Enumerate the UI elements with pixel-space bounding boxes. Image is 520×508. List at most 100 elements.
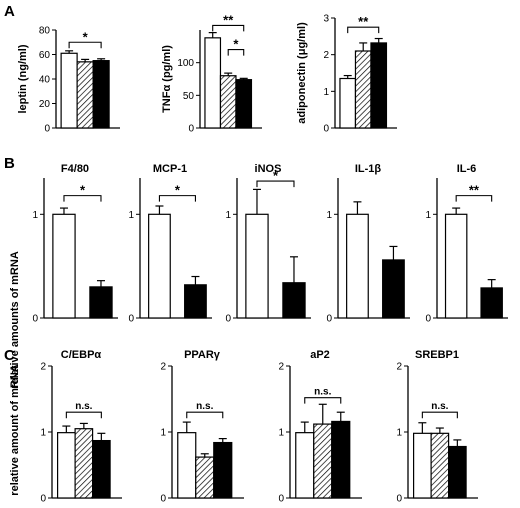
bar-1	[282, 282, 306, 319]
chart-title: iNOS	[255, 163, 282, 175]
y-tick-label: 1	[32, 210, 38, 221]
sig-bracket-0	[212, 24, 245, 32]
y-tick-label: 0	[326, 314, 332, 325]
chart-p1-c0: 0 1 F4/80 *	[32, 163, 118, 325]
bar-2	[448, 445, 467, 499]
y-tick-label: 1	[40, 428, 46, 439]
y-tick-label: 50	[183, 91, 195, 102]
y-tick-label: 1	[225, 210, 231, 221]
sig-bracket-0	[455, 195, 493, 202]
panel-c-label: C	[4, 347, 15, 364]
bar-1	[354, 50, 372, 129]
bar-1	[313, 423, 333, 499]
y-tick-label: 1	[160, 428, 166, 439]
sig-label-0: **	[469, 183, 480, 198]
bar-2	[331, 420, 351, 499]
sig-label-0: n.s.	[196, 401, 213, 412]
bar-0	[339, 77, 357, 129]
chart-p1-c3: 0 1 IL-1β	[326, 163, 410, 325]
chart-title: IL-6	[457, 163, 477, 175]
panel-b-label: B	[4, 155, 15, 172]
sig-bracket-0	[68, 41, 102, 49]
bar-2	[91, 439, 111, 499]
chart-title: PPARγ	[184, 349, 221, 361]
bar-2	[213, 441, 233, 499]
y-tick-label: 3	[323, 14, 329, 25]
y-axis-label: adiponectin (μg/ml)	[296, 22, 308, 124]
y-tick-label: 2	[40, 362, 46, 373]
y-tick-label: 0	[188, 124, 194, 135]
y-tick-label: 0	[44, 124, 50, 135]
sig-label-0: *	[80, 183, 86, 198]
y-tick-label: 2	[323, 50, 329, 61]
sig-bracket-0	[63, 195, 102, 202]
y-tick-label: 0	[32, 314, 38, 325]
chart-title: IL-1β	[355, 163, 382, 175]
bar-0	[413, 432, 432, 499]
bar-0	[177, 432, 197, 499]
chart-p2-c0: 0 1 2 C/EBPα n.s.	[40, 349, 122, 505]
bar-0	[204, 37, 222, 129]
bar-2	[370, 42, 388, 129]
y-tick-label: 80	[39, 26, 51, 37]
chart-p2-c1: 0 1 2 PPARγ n.s.	[160, 349, 244, 505]
sig-label-0: n.s.	[431, 401, 448, 412]
y-tick-label: 0	[225, 314, 231, 325]
bar-0	[245, 213, 269, 319]
bar-1	[76, 61, 94, 129]
y-tick-label: 1	[396, 428, 402, 439]
y-tick-label: 20	[39, 99, 51, 110]
sig-bracket-0	[304, 397, 342, 404]
y-tick-label: 1	[323, 87, 329, 98]
y-tick-label: 100	[177, 58, 194, 69]
chart-p0-c2: 0 1 2 3 adiponectin (μg/ml) **	[296, 14, 397, 135]
chart-p2-c3: 0 1 2 SREBP1 n.s.	[396, 349, 478, 505]
y-tick-label: 40	[39, 75, 51, 86]
y-axis-label: leptin (ng/ml)	[17, 44, 29, 113]
y-axis-label: TNFα (pg/ml)	[161, 45, 173, 113]
sig-bracket-0	[186, 411, 224, 419]
sig-bracket-0	[256, 180, 295, 188]
y-tick-label: 0	[128, 314, 134, 325]
bar-0	[56, 432, 76, 499]
bar-1	[74, 428, 94, 499]
bar-1	[219, 75, 237, 129]
chart-title: F4/80	[61, 163, 89, 175]
bar-0	[346, 213, 369, 319]
y-tick-label: 1	[128, 210, 134, 221]
chart-p1-c4: 0 1 IL-6 **	[425, 163, 508, 325]
sig-bracket-0	[65, 411, 102, 419]
sig-label-0: **	[223, 12, 234, 27]
y-tick-label: 1	[326, 210, 332, 221]
y-tick-label: 1	[425, 210, 431, 221]
bar-0	[60, 52, 78, 129]
panel-a-label: A	[4, 3, 15, 20]
bar-1	[430, 432, 450, 499]
bar-1	[184, 284, 207, 319]
bar-1	[89, 286, 113, 319]
y-tick-label: 1	[278, 428, 284, 439]
chart-title: SREBP1	[415, 349, 459, 361]
panel-c-ylabel: relative amount of mRNA	[9, 364, 21, 495]
chart-p0-c0: 0 20 40 60 80 leptin (ng/ml) *	[17, 26, 120, 135]
chart-title: C/EBPα	[61, 349, 102, 361]
chart-p1-c2: 0 1 iNOS*	[225, 163, 311, 325]
chart-title: aP2	[310, 349, 330, 361]
sig-bracket-1	[227, 49, 245, 56]
sig-label-0: **	[358, 14, 369, 29]
sig-label-0: *	[83, 29, 89, 44]
bar-2	[235, 79, 253, 129]
y-tick-label: 0	[40, 494, 46, 505]
bar-0	[148, 213, 171, 319]
bar-0	[52, 213, 76, 319]
y-tick-label: 0	[396, 494, 402, 505]
sig-label-0: *	[175, 183, 181, 198]
sig-label-0: *	[273, 168, 279, 183]
y-tick-label: 2	[160, 362, 166, 373]
sig-label-0: n.s.	[314, 387, 331, 398]
y-tick-label: 0	[323, 124, 329, 135]
panel-b-ylabel: relative amounts of mRNA	[9, 251, 21, 389]
sig-bracket-0	[421, 411, 458, 419]
